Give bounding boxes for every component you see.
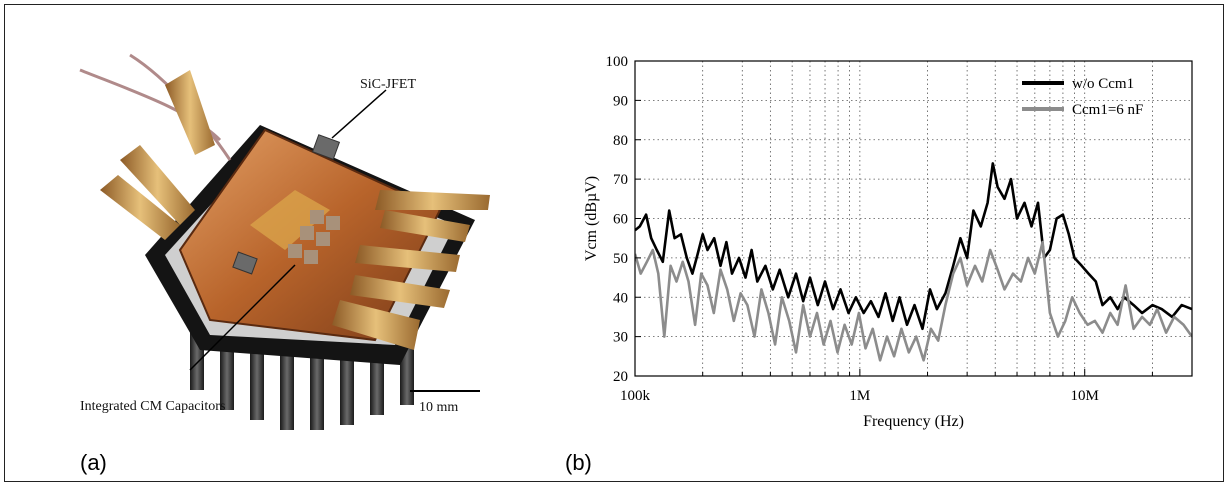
scale-bar-label: 10 mm: [419, 400, 458, 415]
chart-series: [635, 162, 1192, 362]
x-tick-label: 10M: [1071, 388, 1099, 404]
y-tick-label: 90: [613, 93, 628, 109]
callout-sic-jfet: SiC-JFET: [360, 77, 416, 92]
panel-label-b: (b): [565, 450, 592, 475]
x-tick-label: 1M: [849, 388, 870, 404]
module-photo: SiC-JFET Integrated CM Capacitors 10 mm: [79, 53, 490, 430]
y-tick-label: 40: [613, 290, 628, 306]
cm-capacitors: [288, 210, 340, 264]
series-line-2: [635, 240, 1192, 362]
figure-frame: [4, 4, 1224, 482]
x-tick-label: 100k: [620, 388, 651, 404]
x-axis-title: Frequency (Hz): [863, 413, 964, 430]
y-tick-label: 30: [613, 330, 628, 346]
heatsink-fins: [190, 300, 414, 430]
panel-label-a: (a): [80, 450, 107, 475]
y-tick-label: 100: [606, 54, 629, 70]
y-tick-label: 80: [613, 133, 628, 149]
y-axis-title: Vcm (dBµV): [583, 176, 600, 261]
copper-tabs: [100, 70, 490, 350]
sic-jfet-chip: [311, 134, 341, 160]
series-line-1: [635, 162, 1192, 331]
callout-cm-capacitors: Integrated CM Capacitors: [80, 399, 225, 414]
y-tick-label: 60: [613, 212, 628, 228]
y-tick-label: 70: [613, 172, 628, 188]
legend-label-2: Ccm1=6 nF: [1072, 102, 1143, 118]
y-tick-label: 50: [613, 251, 628, 267]
legend-label-1: w/o Ccm1: [1072, 76, 1134, 92]
vcm-spectrum-chart: 20 30 40 50 60 70 80 90 100 100k 1M 10M Frequency (…: [583, 54, 1193, 430]
chart-ticks: 20 30 40 50 60 70 80 90 100 100k 1M 10M: [606, 54, 1193, 404]
y-tick-label: 20: [613, 369, 628, 385]
sic-jfet-chip-2: [232, 251, 258, 275]
chart-legend: w/o Ccm1 Ccm1=6 nF: [1022, 76, 1143, 118]
